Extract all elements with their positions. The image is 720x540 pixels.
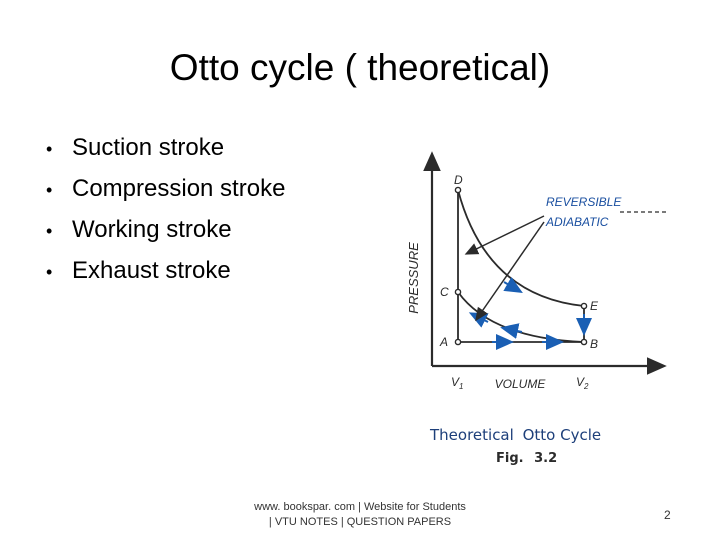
annotation-adiabatic: ADIABATIC: [545, 215, 609, 229]
annotation-reversible: REVERSIBLE: [546, 195, 622, 209]
point-b-label: B: [590, 337, 598, 351]
page-number: 2: [664, 508, 671, 522]
fig-label: Fig.: [496, 451, 524, 466]
caption-cycle: Cycle: [560, 426, 601, 444]
bullet-list: • Suction stroke • Compression stroke • …: [46, 128, 285, 292]
fig-number: 3.2: [534, 451, 557, 466]
axis-y-label: PRESSURE: [406, 242, 421, 314]
point-a-label: A: [439, 335, 448, 349]
bullet-text: Compression stroke: [72, 175, 286, 202]
bullet-text: Suction stroke: [72, 134, 225, 161]
point-b-marker: [580, 338, 588, 346]
v1-letter: V: [451, 375, 460, 389]
annotation-pointer: [475, 221, 545, 322]
footer-line-2: | VTU NOTES | QUESTION PAPERS: [268, 516, 452, 528]
v1-label: V1: [451, 375, 463, 391]
axis-x-label: VOLUME: [495, 377, 547, 391]
caption-theoretical: Theoretical: [429, 426, 514, 444]
footer-line-1: www. bookspar. com | Website for Student…: [254, 501, 466, 513]
expansion-curve-d-e: [457, 189, 585, 307]
bullet-dot-icon: •: [46, 180, 53, 200]
point-e-label: E: [590, 299, 599, 313]
point-d-label: D: [454, 173, 463, 187]
bullet-dot-icon: •: [46, 221, 53, 241]
bullet-text: Working stroke: [72, 216, 232, 243]
bullet-item: • Exhaust stroke: [46, 251, 285, 292]
bullet-item: • Working stroke: [46, 210, 285, 251]
bullet-item: • Compression stroke: [46, 169, 285, 210]
v2-label: V2: [576, 375, 589, 391]
v1-subscript: 1: [459, 382, 463, 391]
slide-title: Otto cycle ( theoretical): [169, 47, 551, 88]
bullet-text: Exhaust stroke: [72, 257, 231, 284]
figure-caption: Theoretical Otto Cycle: [429, 426, 601, 444]
bullet-dot-icon: •: [46, 262, 53, 282]
bullet-dot-icon: •: [46, 139, 53, 159]
annotation-pointer: [464, 215, 545, 255]
compression-arrow: [500, 323, 523, 339]
bullet-item: • Suction stroke: [46, 128, 285, 169]
point-c-marker: [454, 288, 462, 296]
point-d-marker: [454, 186, 462, 194]
point-a-marker: [454, 338, 462, 346]
figure-number: Fig. 3.2: [496, 451, 557, 466]
v2-letter: V: [576, 375, 585, 389]
caption-otto: Otto: [523, 426, 556, 444]
point-e-marker: [580, 302, 588, 310]
footer: www. bookspar. com | Website for Student…: [250, 500, 470, 530]
point-c-label: C: [440, 285, 449, 299]
expansion-arrow: [503, 277, 523, 294]
v2-subscript: 2: [583, 382, 589, 391]
otto-cycle-pv-diagram: PRESSURE VOLUME D C A B E V1 V2 REVERSIB…: [406, 151, 667, 466]
